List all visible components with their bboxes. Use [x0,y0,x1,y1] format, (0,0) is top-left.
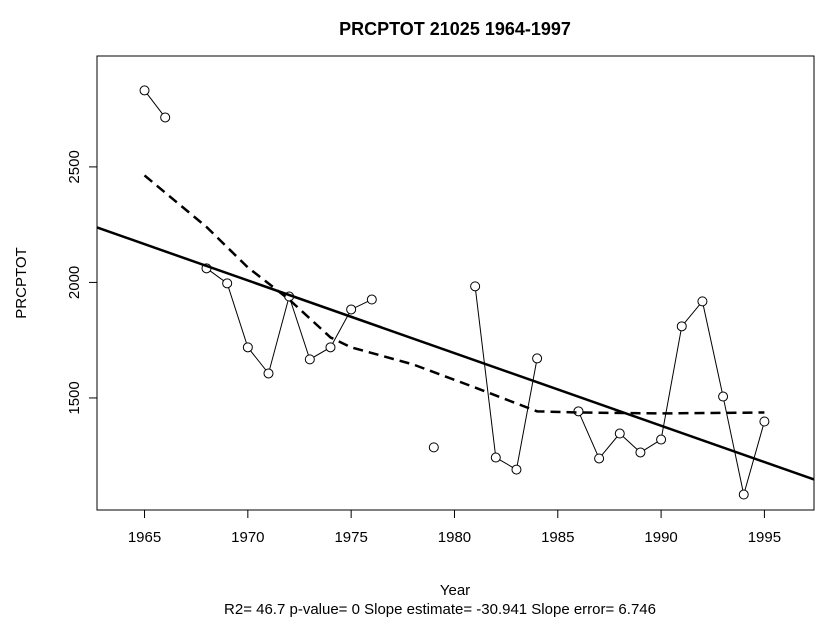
data-point [532,353,543,364]
y-tick-label: 2000 [66,266,83,299]
data-point [470,281,481,292]
chart-title: PRCPTOT 21025 1964-1997 [339,19,571,39]
data-point [139,85,150,96]
data-point [676,321,687,332]
x-tick-label: 1990 [644,529,677,546]
x-tick-label: 1980 [438,529,471,546]
data-line [144,90,166,118]
data-point [759,416,770,427]
data-point [697,296,708,307]
data-point [490,452,501,463]
data-point [594,453,605,464]
plot-box [96,55,815,511]
data-point [346,304,357,315]
data-line [474,286,538,471]
x-tick-label: 1970 [231,529,264,546]
plot-area [97,85,814,500]
data-point [325,342,336,353]
data-point [428,442,439,453]
data-point [263,368,274,379]
y-tick-label: 1500 [66,381,83,414]
data-point [656,434,667,445]
data-point [635,447,646,458]
footer-stats: R2= 46.7 p-value= 0 Slope estimate= -30.… [224,601,656,618]
data-line [577,300,765,495]
data-point [160,112,171,123]
data-point [614,428,625,439]
data-point [738,489,749,500]
y-tick-label: 2500 [66,150,83,183]
data-point [718,391,729,402]
data-point [511,464,522,475]
x-tick-label: 1965 [128,529,161,546]
data-point [222,278,233,289]
x-axis-label: Year [440,582,470,599]
x-tick-label: 1975 [334,529,367,546]
y-axis-label: PRCPTOT [13,247,30,318]
x-tick-label: 1985 [541,529,574,546]
loess-line [143,174,765,415]
data-point [304,354,315,365]
x-tick-label: 1995 [748,529,781,546]
data-point [366,294,377,305]
data-point [242,342,253,353]
trend-line [97,226,814,481]
